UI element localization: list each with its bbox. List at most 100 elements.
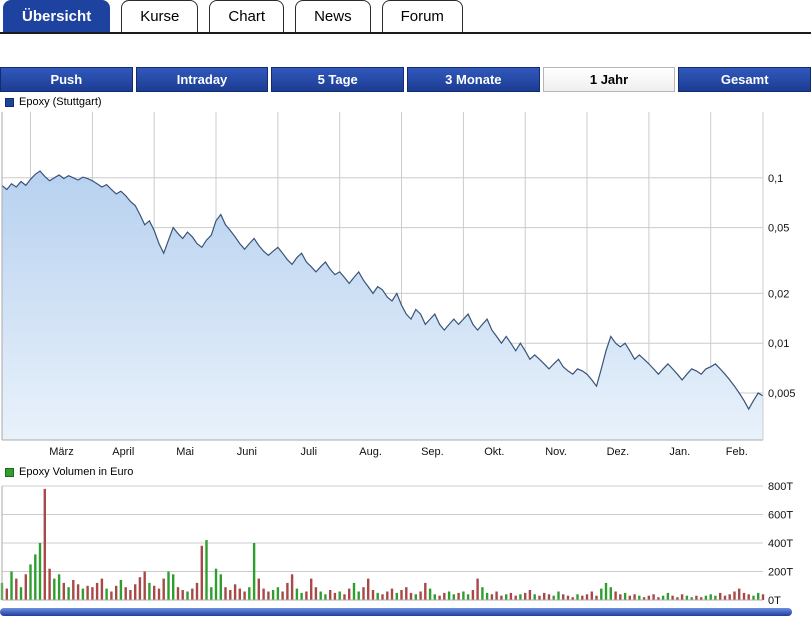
volume-bar [219,574,222,600]
volume-bar [400,590,403,600]
volume-bar [452,594,455,600]
price-area [2,171,763,440]
volume-bar [676,597,679,600]
volume-bar [700,597,703,600]
volume-bar [509,592,513,600]
volume-bar [176,587,180,600]
volume-bar [15,578,18,600]
volume-bar [38,543,42,600]
volume-bar [352,582,356,600]
volume-bar [310,578,313,600]
volume-bar [481,587,484,600]
volume-bar [100,578,104,600]
tab-chart[interactable]: Chart [209,0,285,32]
main-tab-bar: Übersicht Kurse Chart News Forum [0,0,811,34]
volume-bar [62,582,65,600]
volume-bar [129,590,132,600]
volume-bar [319,591,322,600]
volume-bar [314,587,318,600]
volume-bar [115,585,118,601]
volume-bar [590,591,593,600]
volume-bar [585,594,589,600]
volume-bar [752,595,755,600]
volume-bar [195,582,199,600]
volume-bar [666,592,670,600]
volume-bar [305,591,308,600]
volume-bar [719,592,722,600]
volume-bar [134,584,137,600]
volume-bar [490,594,494,600]
volume-bar [276,587,280,600]
volume-bar [476,578,479,600]
price-y-tick-label: 0,1 [768,173,783,185]
volume-bar [271,590,275,600]
month-label: Dez. [607,446,630,458]
volume-bar [362,587,365,600]
volume-bar [714,595,717,600]
volume-bar [495,591,498,600]
volume-bar [571,597,574,600]
volume-bar [205,540,208,600]
volume-bar [333,592,337,600]
volume-bar [252,543,256,600]
volume-bar [642,597,646,600]
volume-bar [34,554,37,600]
volume-bar [761,594,765,600]
volume-bar [671,595,674,600]
range-button-1-jahr[interactable]: 1 Jahr [542,67,676,92]
chart-range-button-bar: Push Intraday 5 Tage 3 Monate 1 Jahr Ges… [0,67,811,92]
tab-forum[interactable]: Forum [381,0,463,32]
volume-bar [447,591,451,600]
volume-bar [105,588,108,600]
tab-uebersicht[interactable]: Übersicht [3,0,111,32]
volume-bar [386,591,389,600]
volume-bar [290,574,294,600]
volume-bar [433,594,436,600]
volume-bar [547,594,551,600]
volume-bar [329,590,332,600]
horizontal-scrollbar[interactable] [0,608,792,616]
volume-bar [348,588,351,600]
volume-bar [704,595,708,600]
volume-bar [67,587,70,600]
volume-bar [172,574,175,600]
volume-bar [286,582,289,600]
range-button-push[interactable]: Push [0,67,133,92]
month-label: Okt. [484,446,504,458]
range-button-5-tage[interactable]: 5 Tage [271,67,405,92]
volume-bar [43,488,46,600]
month-label: Feb. [726,446,748,458]
volume-bar [514,595,517,600]
month-label: Jan. [669,446,690,458]
price-chart-legend: Epoxy (Stuttgart) [0,92,811,110]
price-y-tick-label: 0,01 [768,338,789,350]
volume-bar [462,591,465,600]
volume-bar [243,591,246,600]
volume-bar [466,594,470,600]
volume-bar [148,582,151,600]
volume-bar [395,592,398,600]
volume-bar [224,587,227,600]
tab-news[interactable]: News [295,0,371,32]
volume-bar [533,594,536,600]
volume-bar [505,594,508,600]
volume-bar [267,591,270,600]
range-button-3-monate[interactable]: 3 Monate [407,67,540,92]
volume-bar [633,594,636,600]
volume-bar [19,587,23,600]
volume-bar [119,580,123,600]
range-button-intraday[interactable]: Intraday [135,67,269,92]
volume-bar [543,592,546,600]
volume-bar [647,595,650,600]
volume-bar [538,595,541,600]
volume-bar [581,595,584,600]
volume-bar [229,590,232,600]
tab-kurse[interactable]: Kurse [121,0,199,32]
volume-bar [595,595,598,600]
volume-bar [153,585,156,601]
volume-bar [86,585,89,601]
volume-bar [390,588,394,600]
volume-bar [48,568,51,600]
volume-bar [528,590,532,600]
range-button-gesamt[interactable]: Gesamt [678,67,811,92]
